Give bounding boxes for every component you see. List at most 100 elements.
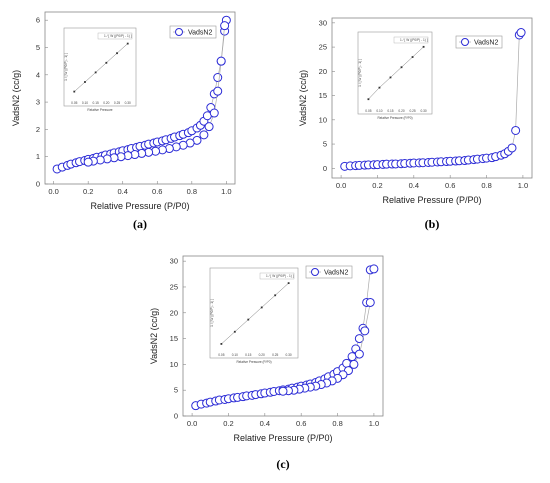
inset-data-point xyxy=(411,56,414,58)
y-tick-label: 30 xyxy=(170,257,178,266)
inset-fit-line xyxy=(74,43,128,92)
y-tick-label: 6 xyxy=(36,16,40,25)
data-point xyxy=(360,326,370,336)
y-tick-label: 25 xyxy=(170,282,178,291)
data-point xyxy=(511,125,521,135)
inset-data-point xyxy=(233,330,236,333)
inset-x-tick-label: 0.30 xyxy=(286,353,292,357)
inset-data-point xyxy=(94,71,97,74)
data-point xyxy=(516,28,526,38)
inset-data-point xyxy=(220,343,223,345)
panel-a: 0.0 0.2 0.4 0.6 0.8 1.0 0 1 2 3 4 5 6 Relative Pressu… xyxy=(11,11,236,231)
inset-x-tick-label: 0.05 xyxy=(218,353,224,357)
inset-x-tick-label: 0.30 xyxy=(125,101,131,105)
data-point xyxy=(213,73,223,83)
y-tick-label: 0 xyxy=(174,412,178,421)
y-tick-label: 10 xyxy=(319,115,327,124)
legend-marker xyxy=(461,38,469,46)
y-tick-label: 20 xyxy=(319,67,327,76)
y-tick-label: 15 xyxy=(170,334,178,343)
y-tick-label: 20 xyxy=(170,308,178,317)
x-tick-label: 1.0 xyxy=(369,419,379,428)
data-point xyxy=(354,334,364,344)
inset-data-point xyxy=(422,45,425,48)
inset-legend-box xyxy=(97,32,133,40)
x-tick-label: 0.2 xyxy=(223,419,233,428)
inset-y-axis-title: 1 / [ W ((P0/P) - 1) ] xyxy=(210,299,214,327)
y-tick-label: 3 xyxy=(36,98,40,107)
x-tick-label: 0.6 xyxy=(296,419,306,428)
inset-x-tick-label: 0.15 xyxy=(93,101,99,105)
legend-marker xyxy=(175,28,183,36)
inset-data-point xyxy=(287,282,290,285)
inset-frame xyxy=(63,27,137,107)
inset-x-tick-label: 0.05 xyxy=(71,101,77,105)
y-tick-label: 15 xyxy=(319,91,327,100)
data-point xyxy=(278,386,288,396)
x-tick-label: 0.2 xyxy=(372,181,382,190)
inset-x-axis-title: Relative Pressure (P/P0) xyxy=(377,116,412,120)
y-tick-label: 5 xyxy=(323,140,327,149)
data-point xyxy=(369,264,379,274)
data-point xyxy=(213,86,223,96)
inset-x-tick-label: 0.15 xyxy=(387,109,393,113)
inset-data-point xyxy=(274,294,277,297)
y-tick-label: 4 xyxy=(36,70,40,79)
y-tick-label: 2 xyxy=(36,125,40,134)
data-point xyxy=(199,130,209,140)
inset-x-tick-label: 0.25 xyxy=(409,109,415,113)
x-tick-label: 0.4 xyxy=(260,419,270,428)
inset-x-tick-label: 0.05 xyxy=(365,109,371,113)
y-tick-label: 30 xyxy=(319,18,327,27)
inset-legend-label: 1 / [ W ((P0/P) - 1) ] xyxy=(104,34,132,38)
y-axis-title: VadsN2 (cc/g) xyxy=(298,70,308,126)
inset-data-point xyxy=(367,98,370,101)
x-tick-label: 0.8 xyxy=(481,181,491,190)
inset-x-tick-label: 0.25 xyxy=(272,353,278,357)
inset-data-point xyxy=(84,81,86,83)
x-axis-title: Relative Pressure (P/P0) xyxy=(382,195,481,205)
y-tick-label: 5 xyxy=(36,43,40,52)
x-axis-title: Relative Pressure (P/P0) xyxy=(233,433,332,443)
inset-legend-box xyxy=(259,272,295,280)
inset-x-tick-label: 0.10 xyxy=(376,109,382,113)
x-tick-label: 0.6 xyxy=(445,181,455,190)
inset-legend-label: 1 / [ W ((P0/P) - 1) ] xyxy=(400,38,428,42)
inset-x-tick-label: 0.25 xyxy=(114,101,120,105)
x-tick-label: 0.8 xyxy=(187,187,197,196)
inset-x-tick-label: 0.20 xyxy=(103,101,109,105)
x-tick-label: 0.0 xyxy=(48,187,58,196)
x-tick-label: 0.2 xyxy=(83,187,93,196)
inset-x-axis-title: Relative Pressure (P/P0) xyxy=(236,360,271,364)
legend-label: VadsN2 xyxy=(324,270,348,277)
y-axis-title: VadsN2 (cc/g) xyxy=(11,70,21,126)
inset-data-point xyxy=(389,76,392,79)
inset-data-point xyxy=(73,90,76,93)
panel-b: 0.0 0.2 0.4 0.6 0.8 1.0 0 5 10 15 20 25 30 Relative P… xyxy=(298,17,533,231)
y-tick-label: 1 xyxy=(36,152,40,161)
y-tick-label: 0 xyxy=(323,164,327,173)
y-tick-label: 25 xyxy=(319,43,327,52)
inset-data-point xyxy=(105,61,108,64)
inset-fit-line xyxy=(368,46,424,100)
x-tick-label: 0.0 xyxy=(336,181,346,190)
inset-x-tick-label: 0.20 xyxy=(398,109,404,113)
panel-label: (c) xyxy=(276,457,289,471)
inset-x-tick-label: 0.15 xyxy=(245,353,251,357)
inset-data-point xyxy=(378,86,381,89)
panel-label: (b) xyxy=(425,217,440,231)
data-point xyxy=(365,297,375,307)
x-tick-label: 0.6 xyxy=(152,187,162,196)
inset-x-tick-label: 0.30 xyxy=(420,109,426,113)
inset-x-tick-label: 0.10 xyxy=(232,353,238,357)
panel-c: 0.0 0.2 0.4 0.6 0.8 1.0 0 5 10 15 20 25 30 Relative P… xyxy=(149,255,384,471)
inset-legend-box xyxy=(393,36,429,44)
inset-x-axis-title: Relative Pressure xyxy=(87,108,112,112)
inset-y-axis-title: 1 / [ W ((P0/P) - 1) ] xyxy=(64,53,68,81)
legend-label: VadsN2 xyxy=(188,30,212,37)
y-tick-label: 0 xyxy=(36,180,40,189)
inset-fit-line xyxy=(221,282,289,345)
plot-frame xyxy=(44,11,236,185)
inset-x-tick-label: 0.10 xyxy=(82,101,88,105)
